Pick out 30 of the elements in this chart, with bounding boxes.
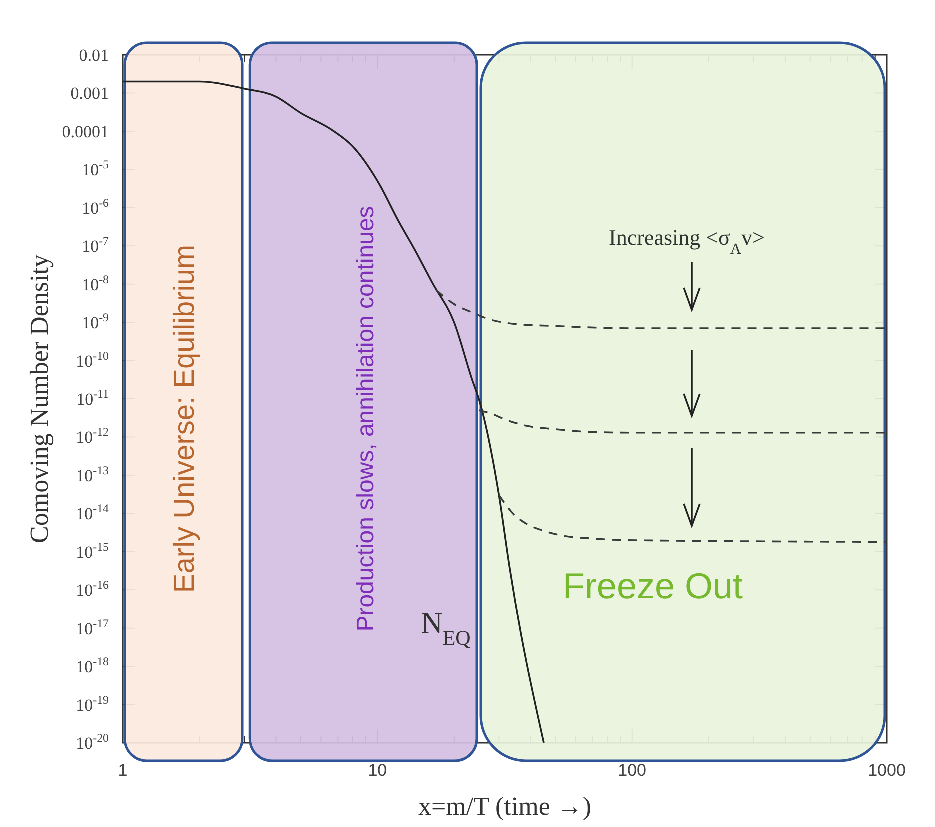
- band-label: Early Universe: Equilibrium: [168, 244, 201, 594]
- x-tick-label: 10: [368, 761, 388, 780]
- y-tick-label: 10$^{-10}$: [76, 348, 110, 371]
- x-tick-label: 1000: [868, 761, 906, 780]
- y-tick-label: 10$^{-20}$: [76, 731, 110, 753]
- y-tick-label: 10$^{-11}$: [76, 387, 110, 409]
- band-label: Production slows, annihilation continues: [352, 206, 380, 632]
- y-tick-label: 10$^{-12}$: [76, 425, 110, 448]
- y-tick-label: 10$^{-8}$: [82, 272, 110, 294]
- x-axis-title: x=m/T (time →): [418, 792, 592, 821]
- x-tick-label: 1: [118, 761, 128, 780]
- y-tick-label: 10$^{-13}$: [76, 463, 110, 486]
- y-tick-label: 0.01: [79, 46, 109, 65]
- y-axis-title: Comoving Number Density: [25, 254, 54, 544]
- y-tick-label: 10$^{-6}$: [82, 196, 110, 218]
- y-tick-label: 10$^{-7}$: [82, 234, 110, 256]
- y-tick-label: 10$^{-17}$: [76, 616, 110, 638]
- y-tick-label: 10$^{-14}$: [76, 502, 110, 524]
- y-tick-label: 10$^{-16}$: [76, 578, 110, 600]
- y-tick-label: 10$^{-15}$: [76, 540, 110, 562]
- y-tick-label: 10$^{-5}$: [82, 158, 110, 180]
- y-tick-label: 10$^{-19}$: [76, 692, 110, 715]
- y-tick-label: 0.0001: [62, 122, 109, 142]
- annotation: N$_{EQ}$: [421, 607, 471, 650]
- x-tick-label: 100: [618, 761, 647, 780]
- y-tick-label: 10$^{-9}$: [82, 310, 110, 333]
- y-tick-label: 0.001: [70, 84, 109, 104]
- y-tick-label: 10$^{-18}$: [76, 654, 110, 677]
- annotation: Increasing <σ$_{A}$v>: [609, 225, 765, 258]
- band-label: Freeze Out: [562, 566, 744, 607]
